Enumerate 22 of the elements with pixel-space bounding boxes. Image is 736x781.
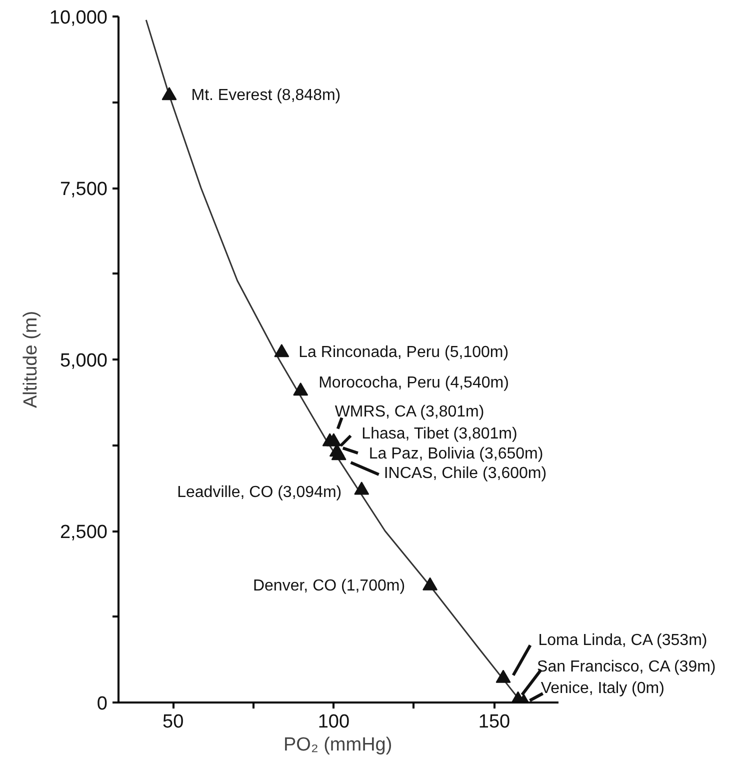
y-tick-label: 2,500 — [60, 522, 108, 543]
annotation: Loma Linda, CA (353m) — [538, 632, 708, 649]
annotation: Mt. Everest (8,848m) — [191, 87, 341, 104]
annotation: La Rinconada, Peru (5,100m) — [298, 344, 509, 362]
annotation: Lhasa, Tibet (3,801m) — [362, 425, 518, 442]
annotation: Morococha, Peru (4,540m) — [318, 374, 509, 392]
x-tick-label: 150 — [478, 712, 510, 732]
annotation: Venice, Italy (0m) — [540, 680, 664, 697]
y-tick-label: 7,500 — [60, 179, 108, 200]
x-tick-label: 50 — [162, 712, 184, 732]
annotation: INCAS, Chile (3,600m) — [384, 465, 547, 482]
y-tick-label: 5,000 — [60, 350, 108, 372]
x-axis-title: PO₂ (mmHg) — [284, 734, 392, 756]
y-tick-label: 10,000 — [49, 8, 108, 28]
annotation: WMRS, CA (3,801m) — [334, 403, 484, 420]
y-axis-title: Altitude (m) — [20, 310, 42, 408]
annotation: Denver, CO (1,700m) — [252, 577, 406, 594]
annotation: La Paz, Bolivia (3,650m) — [368, 446, 544, 463]
annotation: San Francisco, CA (39m) — [537, 658, 716, 676]
annotation: Leadville, CO (3,094m) — [177, 484, 342, 501]
y-tick-label: 0 — [96, 694, 108, 714]
x-tick-label: 100 — [318, 712, 350, 732]
